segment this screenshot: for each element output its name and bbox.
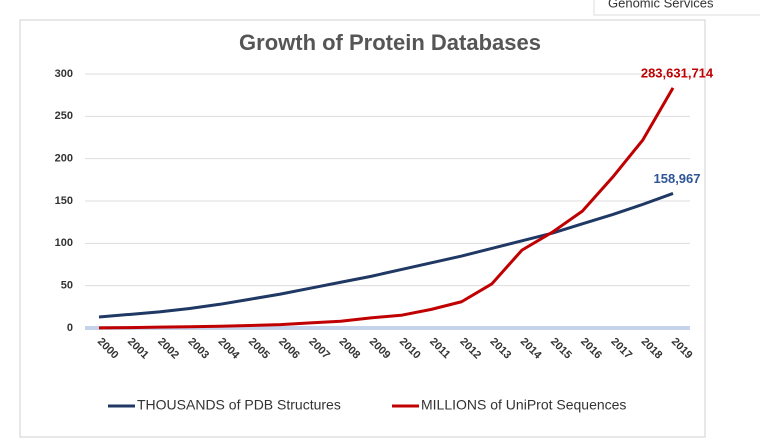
series-line xyxy=(98,87,675,330)
series-line xyxy=(98,191,674,319)
tab-label: Genomic Services xyxy=(608,0,714,10)
chart-card xyxy=(19,19,706,438)
value-label: 283,631,714 xyxy=(641,65,714,80)
legend-label: MILLIONS of UniProt Sequences xyxy=(421,397,626,413)
y-tick-label: 0 xyxy=(67,322,73,334)
legend-label: THOUSANDS of PDB Structures xyxy=(137,397,341,413)
y-tick-label: 50 xyxy=(61,280,73,292)
y-tick-label: 300 xyxy=(55,68,73,80)
chart-title: Growth of Protein Databases xyxy=(239,30,541,55)
y-tick-label: 200 xyxy=(55,153,73,165)
value-label: 158,967 xyxy=(654,171,701,186)
y-tick-label: 250 xyxy=(55,110,73,122)
tab-box xyxy=(593,0,760,16)
y-tick-label: 100 xyxy=(55,237,73,249)
y-tick-label: 150 xyxy=(55,195,73,207)
